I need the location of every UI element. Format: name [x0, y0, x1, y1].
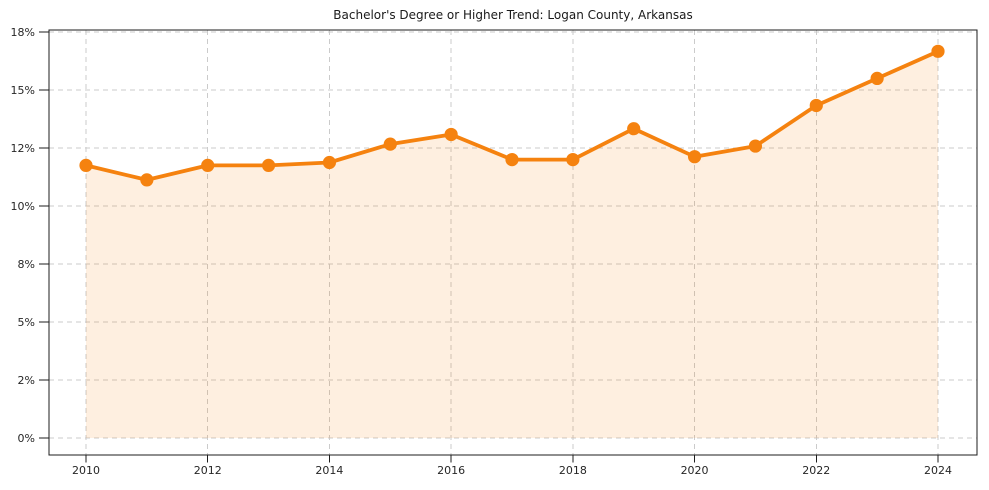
x-axis-tick-label: 2010: [72, 464, 100, 477]
data-point-marker: [505, 153, 519, 167]
data-point-marker: [748, 139, 763, 153]
x-axis-tick-label: 2016: [437, 464, 465, 477]
data-point-marker: [261, 158, 276, 172]
y-axis-tick-label: 12%: [11, 142, 35, 155]
x-axis-tick-label: 2012: [194, 464, 222, 477]
x-axis-tick-label: 2014: [315, 464, 343, 477]
data-point-marker: [809, 98, 823, 113]
data-point-marker: [444, 127, 458, 142]
data-point-markers: [79, 44, 945, 187]
y-axis-tick-label: 2%: [18, 374, 35, 387]
y-axis-tick-label: 5%: [18, 316, 35, 329]
tick-labels: 18% 15% 12% 10% 8% 5% 2% 0% 2010 2012 2014 2016 2018…: [11, 26, 952, 477]
data-point-marker: [931, 44, 945, 58]
chart-title: Bachelor's Degree or Higher Trend: Logan…: [333, 8, 692, 22]
data-point-marker: [566, 153, 580, 167]
data-point-marker: [201, 158, 215, 172]
y-axis-tick-label: 8%: [18, 258, 35, 271]
data-point-marker: [383, 137, 397, 151]
axes: [39, 29, 978, 463]
y-axis-tick-label: 15%: [11, 84, 35, 97]
data-point-marker: [140, 173, 154, 187]
data-point-marker: [627, 122, 641, 136]
y-axis-tick-label: 0%: [18, 432, 35, 445]
gridlines: [49, 30, 977, 455]
data-point-marker: [870, 71, 884, 85]
y-axis-tick-label: 10%: [11, 200, 35, 213]
x-axis-tick-label: 2022: [802, 464, 830, 477]
x-axis-tick-label: 2020: [681, 464, 709, 477]
plot-border: [48, 29, 978, 456]
area-fill: [86, 51, 938, 438]
x-axis-tick-label: 2018: [559, 464, 587, 477]
data-point-marker: [687, 150, 702, 164]
x-axis-tick-label: 2024: [924, 464, 952, 477]
data-point-marker: [79, 158, 93, 172]
y-axis-tick-label: 18%: [11, 26, 35, 39]
area-under-line: [86, 51, 938, 438]
data-point-marker: [322, 155, 337, 170]
